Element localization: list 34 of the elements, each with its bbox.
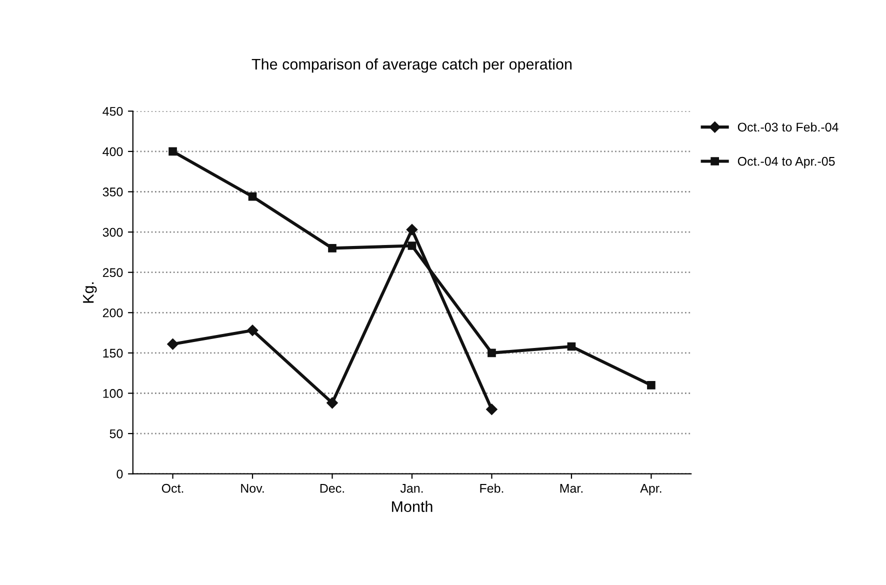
point bbox=[408, 242, 416, 250]
y-tick-label: 150 bbox=[103, 348, 123, 358]
y-axis-title: Kg. bbox=[83, 282, 97, 303]
point bbox=[246, 324, 258, 336]
x-tick-label: Mar. bbox=[560, 484, 582, 493]
x-tick-label: Nov. bbox=[241, 484, 264, 493]
point bbox=[328, 244, 336, 252]
y-tick-label: 250 bbox=[102, 268, 123, 277]
point bbox=[567, 342, 576, 351]
y-tick-label: 400 bbox=[102, 147, 123, 156]
point bbox=[326, 397, 338, 409]
point bbox=[486, 404, 498, 415]
y-tick-label: 350 bbox=[102, 188, 123, 196]
y-tick-label: 300 bbox=[102, 228, 123, 237]
y-tick-label: 50 bbox=[110, 429, 123, 438]
x-tick-label: Oct. bbox=[162, 484, 184, 493]
legend-label: Oct.-04 to Apr.-05 bbox=[738, 156, 835, 168]
point bbox=[488, 348, 496, 358]
point bbox=[406, 224, 418, 236]
chart-title: The comparison of average catch per operation bbox=[252, 58, 572, 73]
legend-label: Oct.-03 to Feb.-04 bbox=[738, 122, 838, 132]
point bbox=[168, 147, 177, 156]
y-tick-label: 0 bbox=[116, 470, 123, 478]
x-tick-label: Feb. bbox=[480, 484, 504, 493]
x-axis-title: Month bbox=[392, 500, 432, 512]
point bbox=[647, 381, 656, 390]
point bbox=[167, 338, 178, 350]
x-tick-label: Apr. bbox=[640, 484, 662, 496]
point bbox=[248, 192, 257, 201]
y-tick-label: 450 bbox=[102, 106, 123, 116]
y-tick-label: 200 bbox=[102, 308, 123, 318]
y-tick-label: 100 bbox=[103, 389, 123, 398]
x-tick-label: Dec. bbox=[320, 484, 344, 493]
x-tick-label: Jan. bbox=[400, 484, 423, 493]
